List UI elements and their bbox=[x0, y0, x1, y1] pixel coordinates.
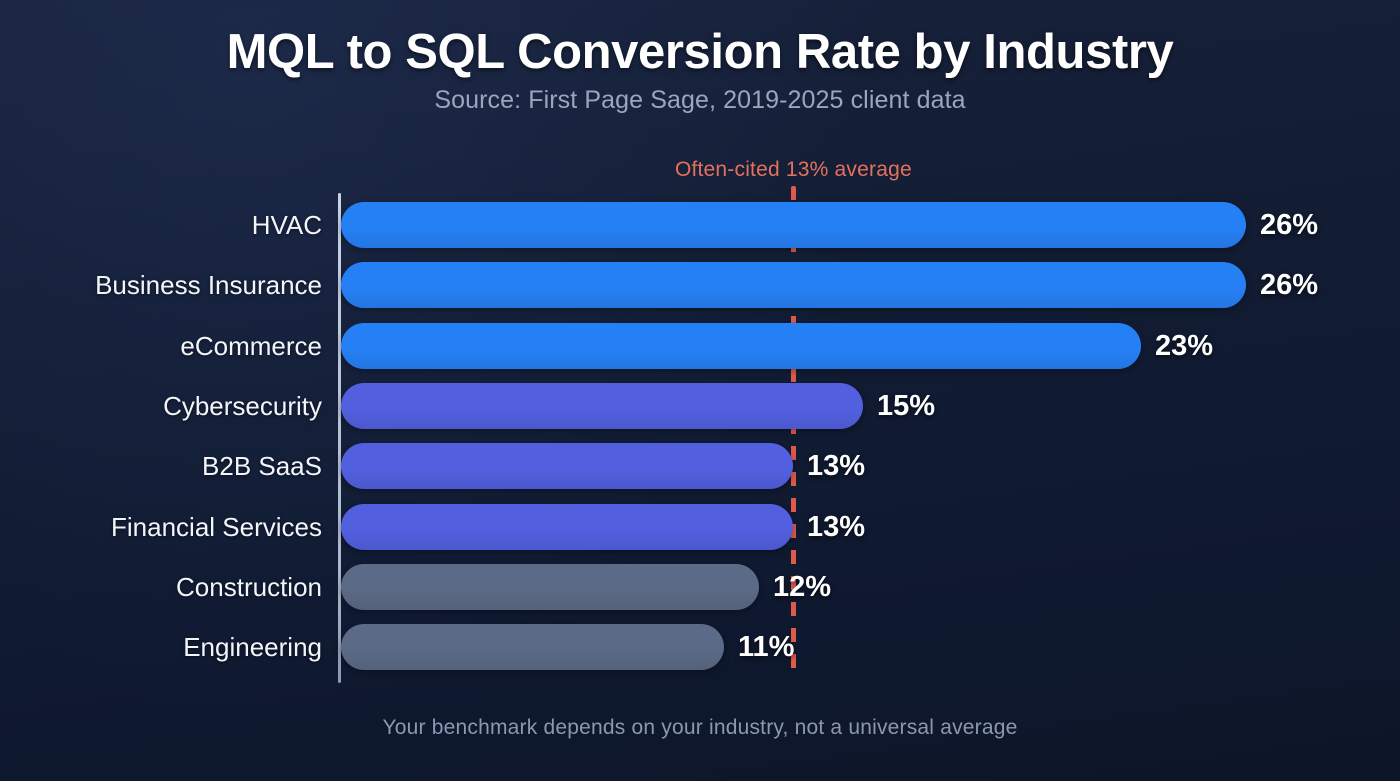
category-label: eCommerce bbox=[180, 330, 322, 361]
category-label: Business Insurance bbox=[95, 270, 322, 301]
bar bbox=[341, 503, 793, 550]
bar-value-label: 26% bbox=[1260, 209, 1319, 241]
category-label: Construction bbox=[176, 571, 322, 602]
category-label: Engineering bbox=[183, 632, 322, 663]
bar bbox=[341, 382, 863, 429]
bar-value-label: 13% bbox=[807, 450, 866, 483]
bar bbox=[341, 624, 724, 671]
bar-row: eCommerce 23% bbox=[0, 322, 1400, 369]
bar-value-label: 26% bbox=[1260, 269, 1319, 302]
category-label: HVAC bbox=[251, 210, 322, 240]
chart-title: MQL to SQL Conversion Rate by Industry bbox=[226, 25, 1174, 79]
bar bbox=[341, 322, 1141, 369]
bar-row: HVAC 26% bbox=[0, 202, 1400, 248]
bar-value-label: 23% bbox=[1155, 329, 1214, 362]
bar-row: Business Insurance 26% bbox=[0, 262, 1400, 309]
category-label: Financial Services bbox=[111, 511, 322, 542]
bar-row: Construction 12% bbox=[0, 563, 1400, 610]
bar-value-label: 12% bbox=[773, 570, 832, 603]
category-label: B2B SaaS bbox=[202, 451, 322, 482]
bar bbox=[341, 443, 793, 490]
bar-row: B2B SaaS 13% bbox=[0, 443, 1400, 490]
chart-footer-note: Your benchmark depends on your industry,… bbox=[382, 716, 1018, 739]
bar-value-label: 13% bbox=[807, 510, 866, 543]
reference-line-label: Often-cited 13% average bbox=[674, 158, 912, 181]
y-axis-line bbox=[338, 193, 341, 683]
bar-row: Financial Services 13% bbox=[0, 503, 1400, 550]
chart-subtitle: Source: First Page Sage, 2019-2025 clien… bbox=[434, 86, 966, 114]
category-label: Cybersecurity bbox=[163, 390, 322, 421]
bar-row: Engineering 11% bbox=[0, 624, 1400, 671]
bar-value-label: 15% bbox=[877, 389, 936, 422]
reference-line bbox=[791, 186, 797, 678]
bar bbox=[341, 563, 759, 610]
bar-value-label: 11% bbox=[738, 631, 795, 664]
bar-row: Cybersecurity 15% bbox=[0, 382, 1400, 429]
bar bbox=[341, 202, 1246, 248]
bar bbox=[341, 262, 1246, 309]
